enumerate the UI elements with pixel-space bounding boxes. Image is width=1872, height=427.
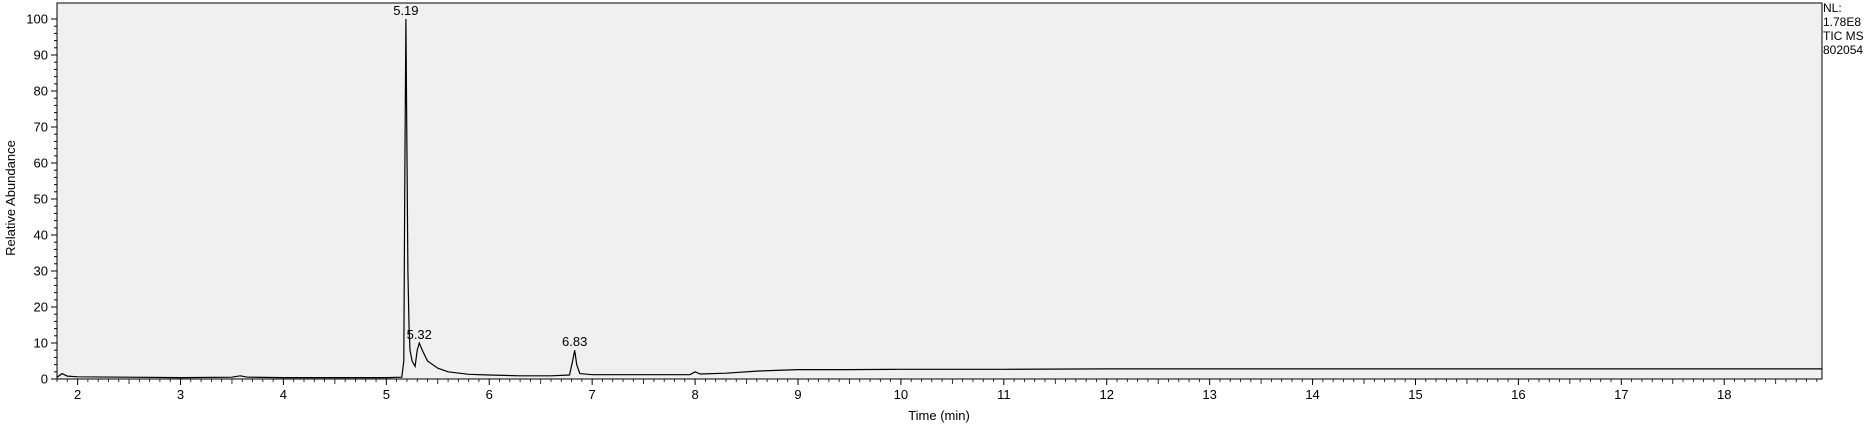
- x-tick-label: 8: [691, 387, 698, 402]
- y-tick-label: 80: [34, 84, 48, 99]
- peak-annotations: 5.19 5.32 6.83: [393, 3, 587, 349]
- y-tick-label: 30: [34, 264, 48, 279]
- x-tick-label: 17: [1614, 387, 1628, 402]
- info-panel: NL: 1.78E8 TIC MS 802054: [1823, 1, 1864, 57]
- y-axis: 0 10 20 30 40 50 60 70 80 90 100: [26, 12, 57, 387]
- normalization-label: NL:: [1823, 1, 1842, 15]
- x-tick-label: 5: [383, 387, 390, 402]
- y-tick-label: 90: [34, 48, 48, 63]
- x-axis: 2 3 4 5 6 7 8 9 10 11 12 13 14 15 16 17 18: [56, 379, 1818, 402]
- y-tick-label: 40: [34, 228, 48, 243]
- y-tick-label: 100: [26, 12, 48, 27]
- x-tick-label: 12: [1100, 387, 1114, 402]
- x-tick-label: 11: [997, 387, 1011, 402]
- y-tick-label: 10: [34, 336, 48, 351]
- x-axis-title: Time (min): [908, 408, 970, 423]
- x-tick-label: 18: [1717, 387, 1731, 402]
- x-tick-label: 15: [1408, 387, 1422, 402]
- x-tick-label: 4: [280, 387, 287, 402]
- peak-label: 6.83: [562, 334, 587, 349]
- peak-label: 5.32: [407, 327, 432, 342]
- peak-label: 5.19: [393, 3, 418, 18]
- x-tick-label: 10: [894, 387, 908, 402]
- y-tick-label: 0: [41, 372, 48, 387]
- y-axis-title: Relative Abundance: [3, 140, 18, 256]
- normalization-value: 1.78E8: [1823, 15, 1862, 29]
- plot-area: [56, 2, 1823, 380]
- x-tick-label: 16: [1511, 387, 1525, 402]
- scan-type: TIC MS: [1823, 29, 1864, 43]
- y-tick-label: 20: [34, 300, 48, 315]
- x-tick-label: 3: [177, 387, 184, 402]
- x-tick-label: 2: [74, 387, 81, 402]
- x-tick-label: 7: [589, 387, 596, 402]
- y-tick-label: 70: [34, 120, 48, 135]
- x-tick-label: 6: [486, 387, 493, 402]
- y-tick-label: 50: [34, 192, 48, 207]
- x-tick-label: 14: [1305, 387, 1319, 402]
- y-tick-label: 60: [34, 156, 48, 171]
- file-id: 802054: [1823, 43, 1864, 57]
- x-tick-label: 9: [794, 387, 801, 402]
- x-tick-label: 13: [1202, 387, 1216, 402]
- tic-trace: [56, 18, 1822, 379]
